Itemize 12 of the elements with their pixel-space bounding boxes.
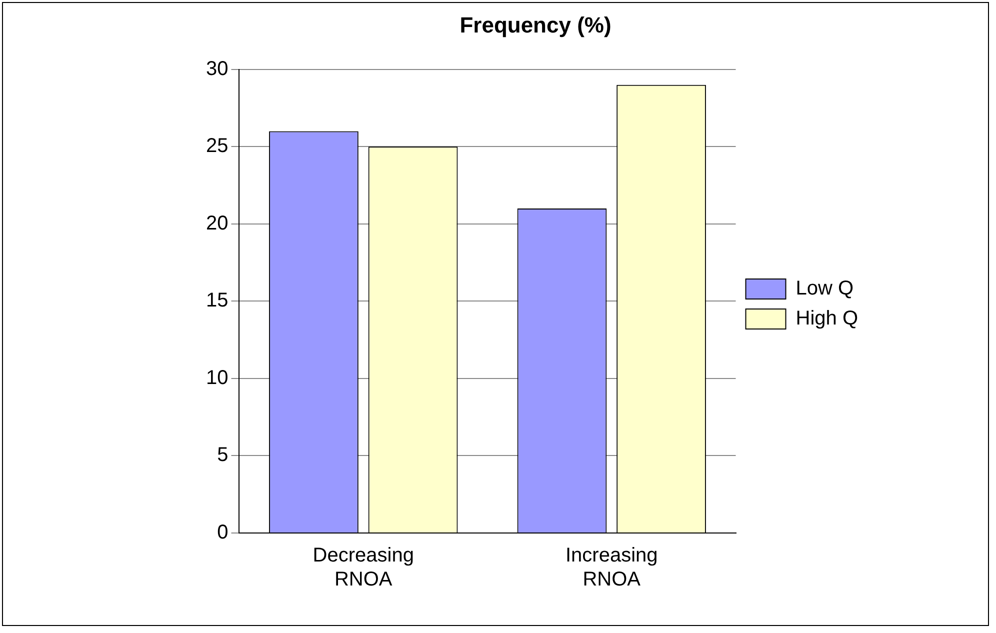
y-tick-label: 10 [206, 366, 228, 389]
y-tick-label: 30 [206, 58, 228, 80]
y-tick-label: 5 [217, 444, 228, 466]
x-tick-label: Decreasing RNOA [312, 544, 414, 591]
y-tick-label: 20 [206, 212, 228, 234]
y-tick-label: 15 [206, 290, 228, 312]
x-tick-label: Increasing RNOA [565, 544, 658, 591]
chart-title: Frequency (%) [460, 12, 612, 38]
legend-label: High Q [796, 308, 858, 330]
y-tick-label: 0 [217, 522, 228, 544]
legend-label: Low Q [796, 278, 854, 300]
y-tick-label: 25 [206, 135, 228, 158]
